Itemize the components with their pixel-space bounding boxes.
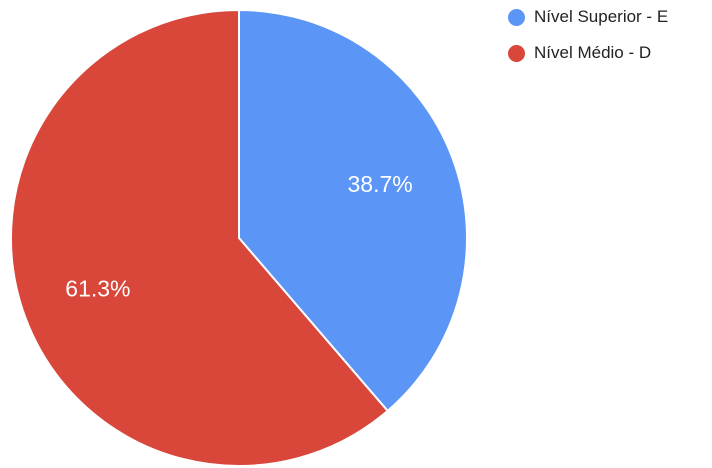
legend-label: Nível Médio - D — [534, 43, 652, 62]
pie-slice-label-1: 61.3% — [65, 275, 130, 301]
legend-item-nivel-superior[interactable]: Nível Superior - E — [508, 6, 668, 28]
legend-item-nivel-medio[interactable]: Nível Médio - D — [508, 42, 668, 64]
legend-swatch-icon — [508, 44, 525, 62]
pie-slice-labels: 38.7% 61.3% — [65, 171, 412, 302]
pie-slice-0[interactable] — [238, 8, 468, 413]
pie-chart-plot: 38.7% 61.3% — [10, 8, 468, 467]
legend-label: Nível Superior - E — [534, 7, 669, 26]
pie-slices — [10, 8, 468, 467]
legend-swatch-icon — [508, 8, 525, 26]
pie-slice-label-0: 38.7% — [347, 171, 412, 197]
pie-slice-1[interactable] — [10, 8, 390, 467]
legend: Nível Superior - E Nível Médio - D — [508, 6, 668, 78]
